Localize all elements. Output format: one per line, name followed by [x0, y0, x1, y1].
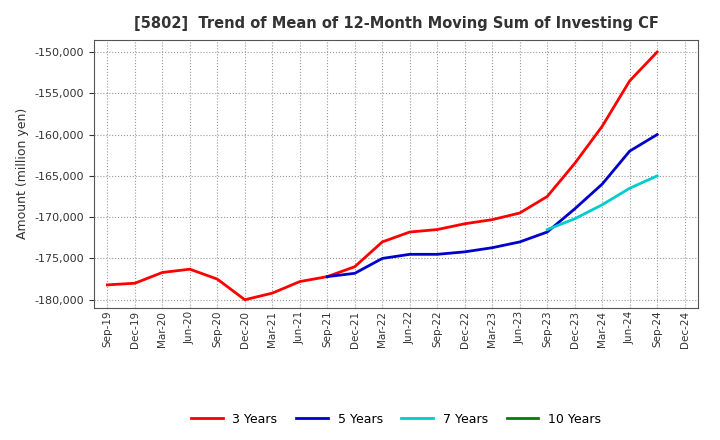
5 Years	[570, 206, 579, 212]
3 Years	[378, 239, 387, 245]
3 Years	[213, 276, 222, 282]
3 Years	[433, 227, 441, 232]
3 Years	[405, 229, 414, 235]
7 Years	[653, 173, 662, 179]
3 Years	[543, 194, 552, 199]
5 Years	[516, 239, 524, 245]
Legend: 3 Years, 5 Years, 7 Years, 10 Years: 3 Years, 5 Years, 7 Years, 10 Years	[186, 407, 606, 431]
5 Years	[653, 132, 662, 137]
7 Years	[598, 202, 606, 207]
3 Years	[323, 274, 332, 279]
Title: [5802]  Trend of Mean of 12-Month Moving Sum of Investing CF: [5802] Trend of Mean of 12-Month Moving …	[134, 16, 658, 32]
3 Years	[268, 290, 276, 296]
7 Years	[570, 216, 579, 221]
5 Years	[460, 249, 469, 254]
5 Years	[323, 274, 332, 279]
3 Years	[351, 264, 359, 269]
Line: 5 Years: 5 Years	[328, 135, 657, 277]
5 Years	[626, 148, 634, 154]
3 Years	[516, 210, 524, 216]
5 Years	[405, 252, 414, 257]
3 Years	[240, 297, 249, 302]
3 Years	[488, 217, 497, 222]
5 Years	[378, 256, 387, 261]
5 Years	[433, 252, 441, 257]
3 Years	[570, 161, 579, 166]
5 Years	[488, 245, 497, 250]
5 Years	[543, 229, 552, 235]
3 Years	[186, 267, 194, 272]
5 Years	[598, 181, 606, 187]
3 Years	[460, 221, 469, 227]
3 Years	[295, 279, 304, 284]
3 Years	[653, 49, 662, 55]
3 Years	[103, 282, 112, 287]
3 Years	[626, 78, 634, 84]
7 Years	[543, 227, 552, 232]
Line: 7 Years: 7 Years	[547, 176, 657, 230]
5 Years	[351, 271, 359, 276]
3 Years	[130, 281, 139, 286]
Y-axis label: Amount (million yen): Amount (million yen)	[16, 108, 29, 239]
7 Years	[626, 186, 634, 191]
Line: 3 Years: 3 Years	[107, 52, 657, 300]
3 Years	[158, 270, 166, 275]
3 Years	[598, 124, 606, 129]
